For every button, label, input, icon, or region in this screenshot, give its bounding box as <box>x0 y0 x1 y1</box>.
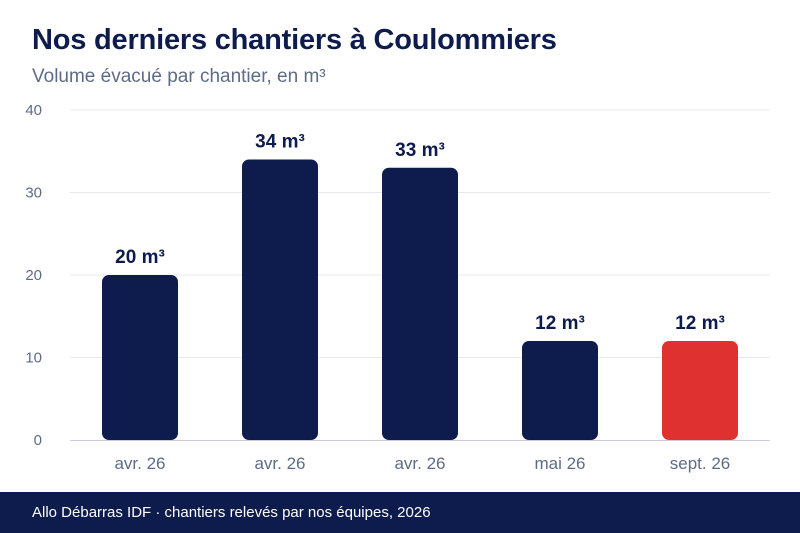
x-tick-label: avr. 26 <box>254 454 305 473</box>
bars <box>102 159 738 440</box>
y-tick-label: 30 <box>25 185 42 202</box>
x-tick-label: avr. 26 <box>114 454 165 473</box>
bar <box>242 159 318 440</box>
bar <box>522 341 598 440</box>
y-tick-label: 40 <box>25 102 42 119</box>
y-axis-ticks: 0 10 20 30 40 <box>25 102 42 449</box>
x-tick-label: mai 26 <box>534 454 585 473</box>
x-tick-label: sept. 26 <box>670 454 731 473</box>
chart-subtitle: Volume évacué par chantier, en m³ <box>32 66 326 87</box>
x-axis-ticks: avr. 26 avr. 26 avr. 26 mai 26 sept. 26 <box>114 454 730 473</box>
y-tick-label: 10 <box>25 350 42 367</box>
bar <box>382 167 458 440</box>
bar <box>102 275 178 440</box>
y-tick-label: 0 <box>34 432 42 449</box>
bar-chart: 0 10 20 30 40 20 m³ 34 m³ 33 m³ 12 m³ 12 m³ avr.… <box>25 102 770 473</box>
bar-highlight <box>662 341 738 440</box>
footer-source: Allo Débarras IDF · chantiers relevés pa… <box>32 504 431 521</box>
y-tick-label: 20 <box>25 267 42 284</box>
chart-title: Nos derniers chantiers à Coulommiers <box>32 24 557 56</box>
data-label: 12 m³ <box>675 313 725 334</box>
footer-bar: Allo Débarras IDF · chantiers relevés pa… <box>0 492 800 533</box>
data-label: 20 m³ <box>115 247 165 268</box>
data-label: 12 m³ <box>535 313 585 334</box>
data-label: 34 m³ <box>255 132 305 153</box>
data-labels: 20 m³ 34 m³ 33 m³ 12 m³ 12 m³ <box>115 132 725 335</box>
data-label: 33 m³ <box>395 140 445 161</box>
x-tick-label: avr. 26 <box>394 454 445 473</box>
